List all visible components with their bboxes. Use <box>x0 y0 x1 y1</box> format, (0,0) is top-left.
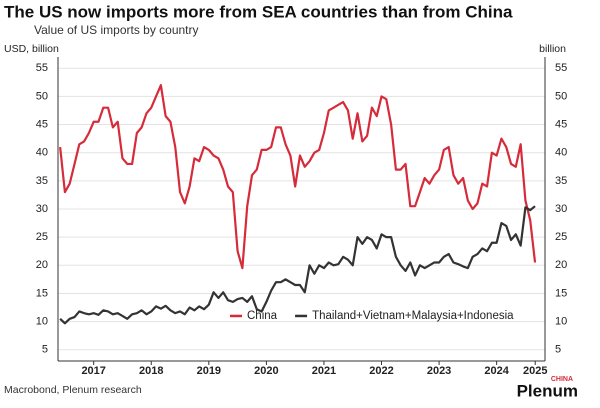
y-tick-label: 15 <box>36 287 48 299</box>
y2-tick-label: 50 <box>555 90 567 102</box>
legend: China Thailand+Vietnam+Malaysia+Indonesia <box>230 310 514 322</box>
x-tick-label: 2019 <box>197 365 221 377</box>
x-tick-label: 2025 <box>523 365 547 377</box>
y2-tick-label: 25 <box>555 231 567 243</box>
y-tick-label: 45 <box>36 118 48 130</box>
y2-tick-label: 35 <box>555 175 567 187</box>
y2-tick-label: 15 <box>555 287 567 299</box>
y-tick-label: 10 <box>36 315 48 327</box>
y-axis-label: USD, billion <box>4 43 59 55</box>
x-tick-label: 2022 <box>369 365 393 377</box>
y2-axis-label: billion <box>539 43 566 55</box>
y-tick-label: 35 <box>36 175 48 187</box>
y-tick-label: 20 <box>36 259 48 271</box>
y2-tick-label: 40 <box>555 147 567 159</box>
y-tick-label: 25 <box>36 231 48 243</box>
y-tick-label: 30 <box>36 203 48 215</box>
y2-tick-label: 55 <box>555 62 567 74</box>
chart-title: The US now imports more from SEA countri… <box>4 2 513 21</box>
source: Macrobond, Plenum research <box>4 384 142 396</box>
x-tick-label: 2017 <box>81 365 105 377</box>
y-tick-label: 40 <box>36 147 48 159</box>
logo-tag: CHINA <box>551 376 573 383</box>
x-tick-label: 2018 <box>139 365 163 377</box>
y-tick-label: 5 <box>42 344 48 356</box>
y2-tick-label: 30 <box>555 203 567 215</box>
y-tick-label: 50 <box>36 90 48 102</box>
legend-label: Thailand+Vietnam+Malaysia+Indonesia <box>312 310 514 322</box>
x-tick-label: 2024 <box>484 365 509 377</box>
x-tick-label: 2020 <box>254 365 278 377</box>
chart-subtitle: Value of US imports by country <box>34 23 199 37</box>
series-line <box>59 205 536 325</box>
legend-label: China <box>247 310 278 322</box>
logo-name: Plenum <box>517 381 578 400</box>
x-tick-label: 2023 <box>427 365 451 377</box>
x-tick-label: 2021 <box>312 365 336 377</box>
y2-tick-label: 5 <box>555 344 561 356</box>
y2-tick-label: 10 <box>555 315 567 327</box>
y-tick-label: 55 <box>36 62 48 74</box>
series-line <box>59 84 537 270</box>
y2-tick-label: 45 <box>555 118 567 130</box>
y2-tick-label: 20 <box>555 259 567 271</box>
